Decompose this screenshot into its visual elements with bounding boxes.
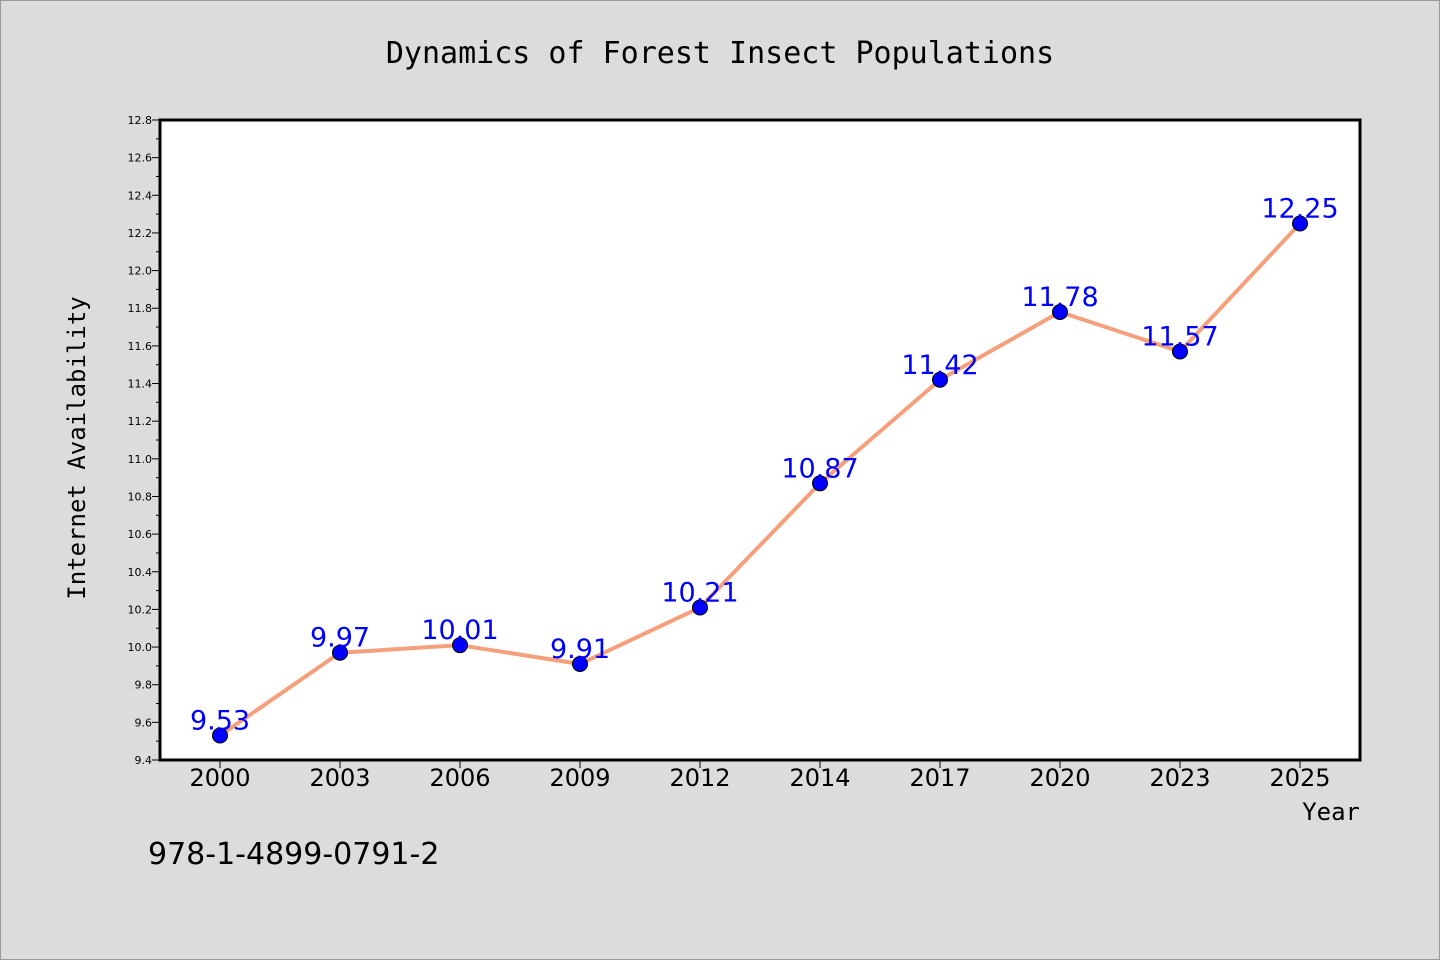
y-tick-label: 10.8	[128, 490, 153, 503]
data-point	[572, 656, 588, 672]
data-label: 11.57	[1141, 322, 1218, 353]
y-tick-label: 11.6	[128, 340, 153, 353]
y-tick-label: 9.4	[135, 754, 153, 767]
data-point	[692, 599, 708, 616]
y-tick-label: 11.8	[128, 302, 153, 315]
y-tick-label: 12.6	[128, 152, 153, 165]
x-tick-label: 2025	[1269, 764, 1330, 792]
y-tick-label: 10.0	[128, 641, 153, 654]
y-tick-label: 11.2	[128, 415, 153, 428]
plot-area	[158, 118, 1362, 762]
y-tick-label: 12.2	[128, 227, 153, 240]
y-tick-label: 10.4	[128, 566, 153, 579]
data-point	[812, 475, 828, 492]
data-point	[212, 727, 228, 744]
data-label: 10.87	[781, 453, 858, 484]
y-tick-label: 12.0	[128, 265, 153, 278]
data-point	[932, 371, 948, 388]
x-tick-label: 2000	[189, 764, 250, 792]
x-tick-label: 2009	[549, 764, 610, 792]
data-labels: 9.53 9.97 10.01 9.91 10.21 10.87 11.42 11.78 11.…	[190, 194, 1339, 737]
data-point	[1172, 343, 1188, 360]
data-point	[1292, 215, 1308, 232]
y-tick-label: 11.4	[128, 378, 153, 391]
x-axis-label: Year	[1302, 798, 1360, 826]
y-axis-label: Internet Availability	[63, 296, 91, 599]
data-label: 11.78	[1021, 282, 1098, 313]
data-point	[452, 637, 468, 654]
y-tick-label: 12.4	[128, 189, 153, 202]
x-tick-label: 2003	[309, 764, 370, 792]
series-line	[218, 222, 1302, 738]
x-tick-label: 2020	[1029, 764, 1090, 792]
data-label: 12.25	[1261, 194, 1338, 225]
series-group	[212, 215, 1308, 744]
y-axis-ticks: 9.4 9.6 9.8 10.0 10.2 10.4 10.6 10.8 11.0 11.2 11.…	[128, 114, 160, 767]
data-label: 10.01	[421, 615, 498, 646]
x-tick-label: 2012	[669, 764, 730, 792]
y-tick-label: 9.8	[135, 679, 153, 692]
footer-code: 978-1-4899-0791-2	[148, 837, 439, 872]
data-label: 9.53	[190, 706, 250, 737]
x-tick-label: 2014	[789, 764, 850, 792]
data-label: 10.21	[661, 578, 738, 609]
y-tick-label: 10.6	[128, 528, 153, 541]
y-tick-label: 12.8	[128, 114, 153, 127]
data-label: 9.91	[550, 634, 610, 665]
y-tick-label: 10.2	[128, 603, 153, 616]
x-tick-label: 2023	[1149, 764, 1210, 792]
y-tick-label: 9.6	[135, 716, 153, 729]
data-point	[1052, 304, 1068, 320]
chart-title: Dynamics of Forest Insect Populations	[386, 36, 1054, 71]
x-axis-ticks: 2000 2003 2006 2009 2012 2014 2017 2020 2023 2025	[189, 760, 1331, 792]
data-label: 11.42	[901, 350, 978, 381]
x-tick-label: 2017	[909, 764, 970, 792]
x-tick-label: 2006	[429, 764, 490, 792]
data-label: 9.97	[310, 623, 370, 654]
y-tick-label: 11.0	[128, 453, 153, 466]
data-point	[332, 644, 348, 661]
